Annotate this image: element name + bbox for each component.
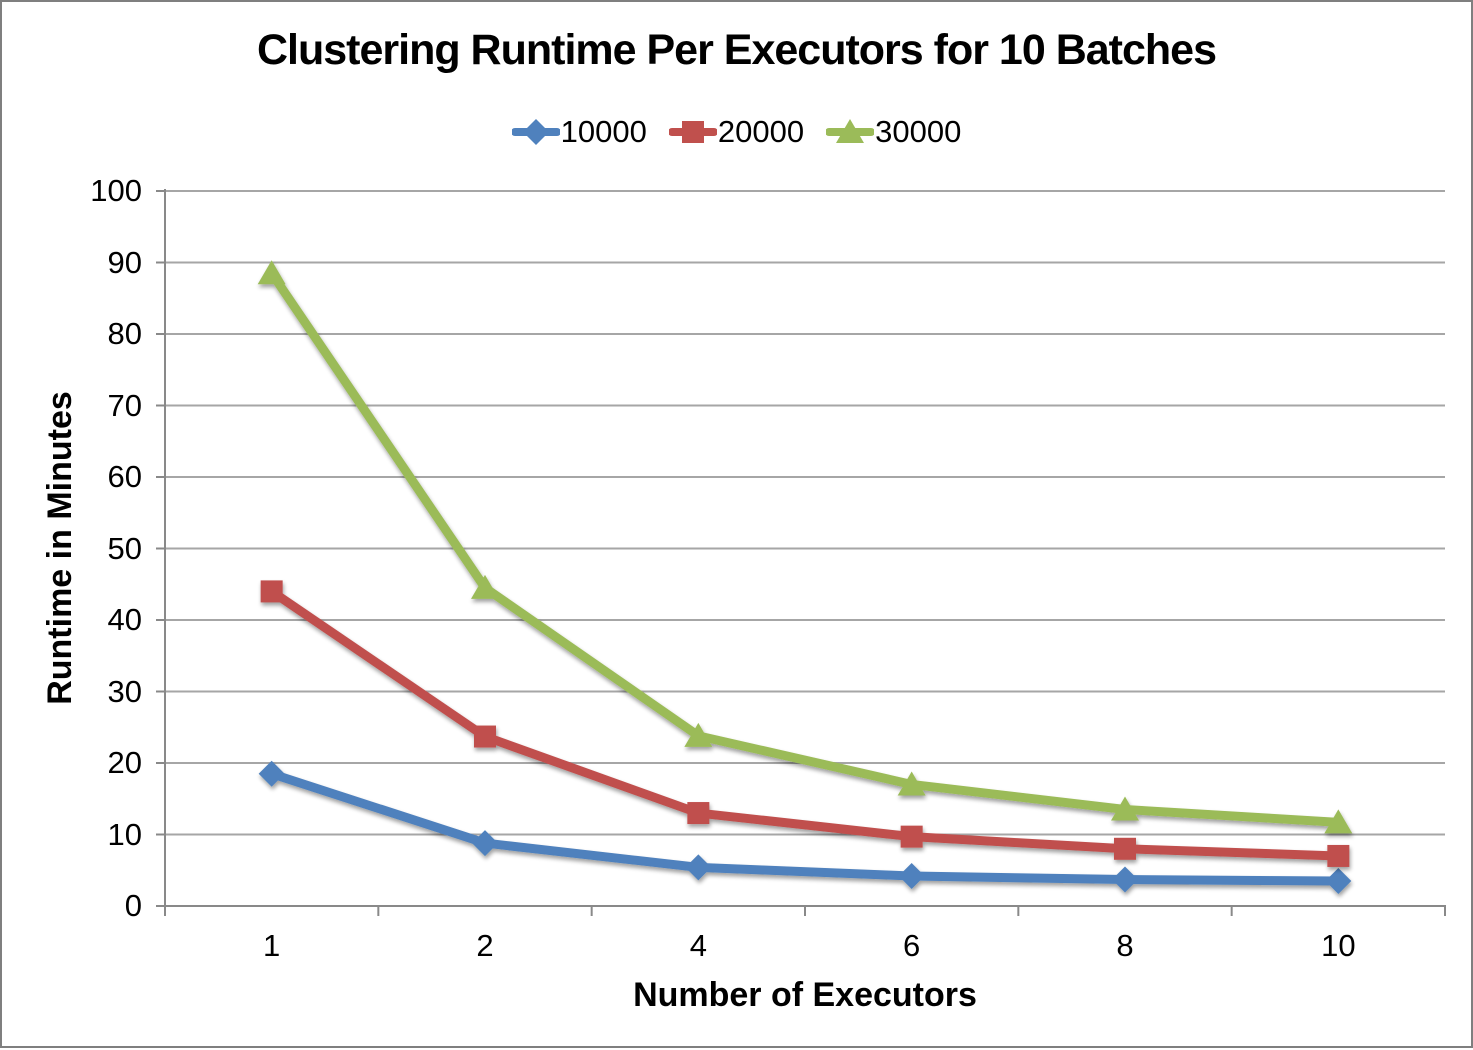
- triangle-marker-icon: [897, 771, 926, 796]
- y-tick-label: 70: [107, 387, 142, 423]
- diamond-marker-icon: [472, 830, 498, 857]
- triangle-marker-icon: [836, 119, 865, 143]
- legend-item-10000: 10000: [511, 114, 647, 150]
- legend-label: 20000: [717, 114, 805, 149]
- legend-square-icon: [668, 121, 717, 143]
- diamond-marker-icon: [1112, 866, 1138, 893]
- y-tick-label: 30: [107, 673, 142, 709]
- x-axis-title: Number of Executors: [633, 976, 977, 1014]
- y-tick-label: 100: [90, 173, 142, 208]
- series-line-10000: [267, 769, 1343, 886]
- x-tick-label: 8: [1116, 928, 1134, 963]
- gridlines: [165, 190, 1445, 836]
- chart-title: Clustering Runtime Per Executors for 10 …: [256, 26, 1217, 74]
- x-tick-label: 2: [476, 928, 494, 963]
- triangle-marker-icon: [471, 574, 499, 599]
- diamond-marker-icon: [522, 119, 549, 145]
- y-tick-label: 40: [107, 602, 142, 637]
- triangle-marker-icon: [1324, 809, 1353, 834]
- legend-label: 30000: [875, 114, 962, 149]
- series-20000: [260, 580, 1350, 867]
- legend-item-20000: 20000: [668, 114, 805, 150]
- square-marker-icon: [681, 121, 704, 143]
- series-10000: [258, 760, 1352, 894]
- triangle-marker-icon: [257, 260, 286, 285]
- square-marker-icon: [260, 580, 283, 603]
- series-30000: [257, 260, 1353, 834]
- diamond-marker-icon: [1325, 867, 1352, 894]
- diamond-marker-icon: [898, 862, 925, 889]
- triangle-marker-icon: [1111, 796, 1139, 821]
- y-tick-label: 60: [107, 459, 142, 494]
- y-tick-label: 80: [107, 316, 142, 351]
- square-marker-icon: [1327, 844, 1350, 867]
- x-tick-label: 4: [689, 928, 707, 963]
- legend-diamond-icon: [511, 119, 560, 145]
- square-marker-icon: [1114, 837, 1136, 860]
- series-line-20000: [267, 586, 1343, 861]
- y-tick-label: 10: [107, 816, 142, 852]
- axes: [156, 189, 1446, 916]
- legend: 10000 20000 30000: [2, 112, 1471, 152]
- square-marker-icon: [474, 725, 496, 748]
- triangle-marker-icon: [684, 722, 713, 747]
- legend-label: 10000: [560, 114, 647, 149]
- series-layer: [257, 260, 1353, 894]
- y-tick-label: 20: [107, 745, 142, 780]
- x-tick-label: 10: [1321, 928, 1356, 963]
- y-axis-title: Runtime in Minutes: [41, 391, 79, 705]
- y-tick-label: 50: [107, 530, 142, 566]
- legend-item-30000: 30000: [826, 114, 961, 150]
- x-tick-label: 1: [263, 928, 281, 963]
- x-tick-label: 6: [903, 928, 921, 963]
- diamond-marker-icon: [258, 760, 285, 787]
- square-marker-icon: [900, 825, 923, 848]
- legend-triangle-icon: [826, 119, 875, 143]
- square-marker-icon: [687, 802, 710, 825]
- y-tick-label: 90: [107, 244, 142, 280]
- y-tick-label: 0: [124, 888, 142, 923]
- series-line-30000: [267, 268, 1343, 827]
- diamond-marker-icon: [685, 854, 712, 881]
